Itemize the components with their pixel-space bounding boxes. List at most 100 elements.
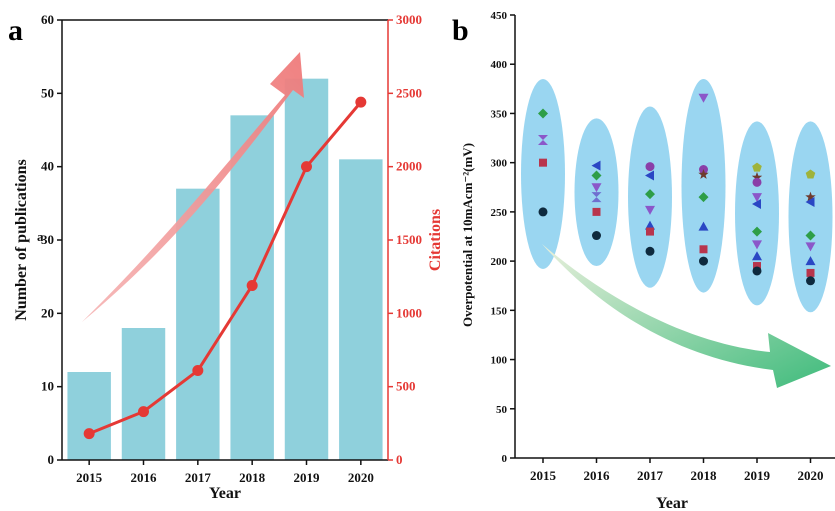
y-tick-label-b: 0 [502,453,508,465]
x-tick-label: 2016 [131,470,158,485]
x-tick-label-b: 2020 [798,468,824,483]
x-tick-label-b: 2019 [744,468,771,483]
marker-square-2015 [539,158,547,167]
y-tick-label: 30 [41,232,54,247]
marker-triangle-left-2017 [645,170,654,181]
x-tick-label-b: 2016 [584,468,611,483]
bar-2016 [121,328,166,460]
y-axis-label-b: Overpotential at 10mAcm⁻²(mV) [460,143,475,327]
citation-point-2018 [246,279,258,291]
citation-point-2019 [301,161,312,173]
bar-2015 [67,372,111,460]
y-axis-label-a: Number of publications [13,159,30,321]
y-tick-label-b: 400 [491,59,508,71]
x-tick-label-b: 2015 [530,468,557,483]
panel-a-chart: a 0 10 20 30 40 50 60 0 500 1000 1500 2000 2500 3000 2… [8,12,444,502]
cluster-ellipse-2018 [681,78,726,293]
y-tick-label-b: 50 [496,404,508,416]
panel-a-label: a [8,14,23,47]
marker-star-2020 [805,191,816,202]
y-tick-label-b: 300 [491,158,508,170]
trend-arrow-red [82,52,304,322]
marker-hourglass-2016 [591,192,602,203]
marker-triangle-down-2016 [591,183,602,193]
marker-circle-2017 [645,162,655,172]
cluster-ellipses [521,78,833,313]
marker-star-2018 [698,169,709,179]
marker-triangle-down-2019 [752,193,762,203]
cluster-ellipse-2015 [521,78,565,269]
x-tick-label-b: 2017 [637,468,664,483]
marker-hourglass-2015 [538,135,548,146]
y2-tick-label: 2500 [396,85,422,100]
cluster-ellipse-2020 [788,121,833,313]
y-tick-label-b: 250 [491,207,508,219]
citation-point-2020 [355,96,367,108]
marker-diamond-2017 [645,189,655,200]
marker-triangle-up-2020 [805,256,816,266]
y-tick-label-b: 200 [491,256,508,268]
marker-circle-2019 [752,177,762,187]
marker-diamond-2015 [538,108,548,119]
x-tick-label: 2015 [76,470,103,485]
y-tick-label-b: 150 [491,305,508,317]
ticks-a: 0 10 20 30 40 50 60 0 500 1000 1500 2000 2500 3000 201… [41,12,422,485]
y2-tick-label: 3000 [396,12,422,27]
marker-triangle-down-2017 [645,205,655,215]
citation-point-2016 [138,406,149,418]
y-tick-label-b: 450 [491,10,508,22]
y-tick-label: 60 [41,12,54,27]
marker-diamond-2018 [698,192,709,203]
y2-tick-label: 2000 [396,159,422,174]
y2-tick-label: 0 [396,452,403,467]
citation-point-2015 [83,428,95,440]
x-tick-label-b: 2018 [691,468,718,483]
citation-point-2017 [192,365,204,377]
y2-tick-label: 500 [396,379,416,394]
y-tick-label: 10 [41,379,54,394]
marker-square-2016 [592,207,601,216]
marker-triangle-left-2019 [752,199,761,210]
marker-triangle-up-2017 [645,220,655,230]
x-tick-label: 2019 [294,470,321,485]
trend-arrow-green [542,244,831,388]
bar-2019 [284,78,329,461]
marker-pentagon-2020 [805,169,816,179]
marker-triangle-left-2016 [591,160,601,171]
marker-triangle-up-2018 [698,221,709,231]
marker-diamond-2019 [752,226,762,237]
marker-square-2017 [646,227,654,236]
marker-triangle-down-2018 [698,93,709,103]
marker-circle-2015 [538,207,548,217]
y-tick-label: 50 [41,85,54,100]
cluster-ellipse-2019 [735,121,779,306]
y-tick-label-b: 350 [491,108,508,120]
marker-pentagon-2019 [752,162,762,172]
y-tick-label: 0 [48,452,55,467]
marker-square-2020 [806,268,815,277]
x-tick-label: 2017 [185,470,212,485]
bar-2017 [176,188,220,460]
marker-circle-2019 [752,266,762,276]
y2-tick-label: 1500 [396,232,422,247]
marker-square-2018 [699,245,708,254]
x-tick-label: 2020 [348,470,374,485]
y2-axis-label-a: Citations [427,209,444,271]
marker-circle-2020 [806,276,815,286]
marker-circle-2018 [699,256,708,266]
marker-diamond-2016 [591,170,602,181]
stray-label-a: a [37,229,44,244]
x-tick-label: 2018 [239,470,266,485]
marker-triangle-down-2020 [805,242,816,252]
ticks-b: 0 50 100 150 200 250 300 350 400 450 2015 2016 2017 2… [491,10,824,483]
panel-b-chart: b 0 50 100 150 200 250 300 350 400 450 2015 2016 201… [452,10,835,511]
marker-circle-2017 [645,246,655,256]
citations-line [83,96,367,440]
y-tick-label: 20 [41,305,54,320]
x-axis-label-a: Year [209,485,241,502]
marker-star-2019 [751,171,763,182]
bars-group [67,78,383,461]
panel-b-label: b [452,14,469,47]
citations-polyline [88,101,362,435]
